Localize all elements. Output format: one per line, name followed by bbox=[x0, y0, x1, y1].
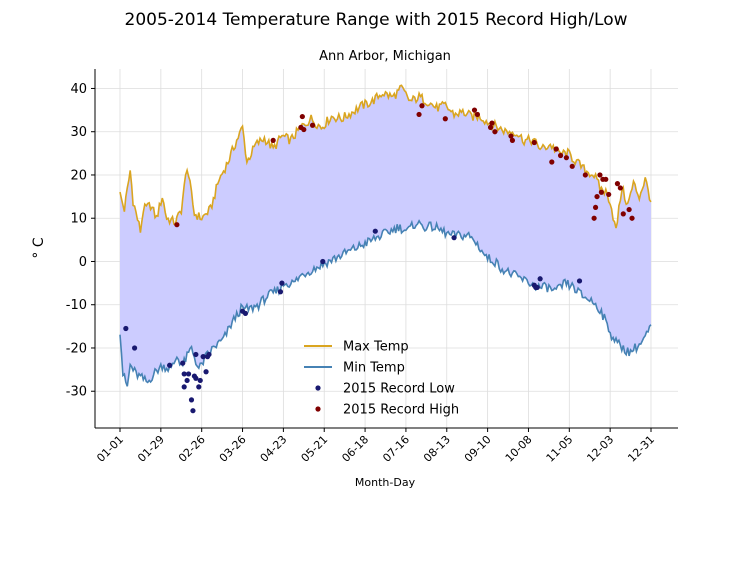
record-high-point bbox=[629, 215, 635, 221]
range-fill-area bbox=[120, 85, 651, 387]
record-low-point bbox=[197, 377, 203, 384]
y-tick-label: -30 bbox=[66, 385, 87, 400]
y-tick-label: -10 bbox=[66, 298, 87, 313]
record-low-point bbox=[203, 369, 209, 375]
record-high-point bbox=[487, 124, 494, 130]
legend-min-temp-label: Min Temp bbox=[343, 361, 405, 376]
record-low-point bbox=[534, 284, 540, 291]
record-high-point bbox=[569, 163, 575, 169]
record-low-point bbox=[537, 276, 543, 282]
record-high-point bbox=[309, 122, 316, 128]
y-tick-label: 20 bbox=[70, 168, 87, 183]
record-low-point bbox=[181, 384, 187, 390]
chart-legend: Max Temp Min Temp 2015 Record Low 2015 Reco… bbox=[304, 340, 459, 418]
record-low-point bbox=[200, 354, 206, 360]
record-low-point bbox=[184, 377, 190, 384]
record-high-point bbox=[416, 111, 422, 118]
legend-record-low-swatch bbox=[315, 385, 321, 391]
record-high-point bbox=[617, 185, 623, 191]
record-low-point bbox=[190, 408, 196, 414]
record-high-point bbox=[582, 172, 588, 178]
record-high-point bbox=[563, 155, 569, 161]
record-high-point bbox=[270, 137, 276, 143]
record-low-point bbox=[123, 325, 129, 332]
record-low-point bbox=[320, 258, 326, 265]
record-high-point bbox=[549, 159, 555, 165]
record-high-point bbox=[299, 113, 305, 120]
record-low-point bbox=[576, 278, 583, 284]
record-high-point bbox=[489, 120, 495, 126]
record-high-point bbox=[594, 193, 600, 200]
y-tick-label: 40 bbox=[70, 82, 87, 97]
y-tick-label: 10 bbox=[70, 212, 87, 227]
record-low-point bbox=[277, 289, 284, 295]
record-high-point bbox=[301, 126, 307, 133]
record-low-point bbox=[451, 235, 457, 241]
record-high-point bbox=[471, 107, 478, 113]
record-low-point bbox=[166, 362, 173, 368]
record-high-point bbox=[597, 172, 603, 178]
chart-subtitle: Ann Arbor, Michigan bbox=[319, 49, 451, 64]
y-tick-label: 0 bbox=[79, 255, 87, 270]
record-high-point bbox=[626, 206, 632, 213]
record-low-point bbox=[193, 375, 199, 381]
record-low-point bbox=[279, 280, 285, 286]
record-low-point bbox=[180, 360, 186, 366]
record-high-point bbox=[620, 211, 626, 217]
record-high-point bbox=[598, 189, 605, 195]
y-tick-label: 30 bbox=[70, 125, 87, 140]
record-high-point bbox=[553, 146, 559, 152]
record-high-point bbox=[606, 191, 612, 198]
record-low-point bbox=[206, 351, 212, 358]
record-high-point bbox=[474, 111, 481, 118]
record-high-point bbox=[614, 181, 621, 187]
y-axis-label: ° C bbox=[31, 237, 47, 258]
record-low-point bbox=[372, 228, 378, 234]
chart-title: 2005-2014 Temperature Range with 2015 Re… bbox=[125, 10, 628, 30]
max-temp-line bbox=[119, 84, 652, 233]
record-points bbox=[123, 103, 635, 414]
record-high-point bbox=[508, 133, 514, 139]
record-high-point bbox=[419, 103, 425, 109]
record-high-point bbox=[174, 222, 180, 228]
legend-max-temp-label: Max Temp bbox=[343, 340, 409, 355]
record-high-point bbox=[592, 204, 599, 211]
legend-record-high-label: 2015 Record High bbox=[343, 403, 459, 418]
record-high-point bbox=[442, 116, 448, 122]
x-axis-label: Month-Day bbox=[355, 476, 416, 489]
y-tick-label: -20 bbox=[66, 341, 87, 356]
record-low-point bbox=[131, 345, 138, 351]
record-high-point bbox=[531, 139, 537, 146]
record-high-point bbox=[509, 137, 516, 143]
record-low-point bbox=[242, 310, 249, 316]
record-low-point bbox=[181, 371, 187, 377]
temperature-range-fill bbox=[120, 85, 651, 387]
legend-record-low-label: 2015 Record Low bbox=[343, 382, 455, 397]
legend-record-high-swatch bbox=[315, 406, 321, 412]
record-low-point bbox=[188, 397, 195, 403]
record-high-point bbox=[603, 176, 609, 182]
record-high-point bbox=[557, 152, 564, 159]
record-high-point bbox=[591, 215, 597, 221]
record-high-point bbox=[492, 129, 498, 135]
record-low-point bbox=[193, 351, 199, 358]
record-low-point bbox=[196, 384, 202, 390]
record-low-point bbox=[185, 371, 192, 377]
